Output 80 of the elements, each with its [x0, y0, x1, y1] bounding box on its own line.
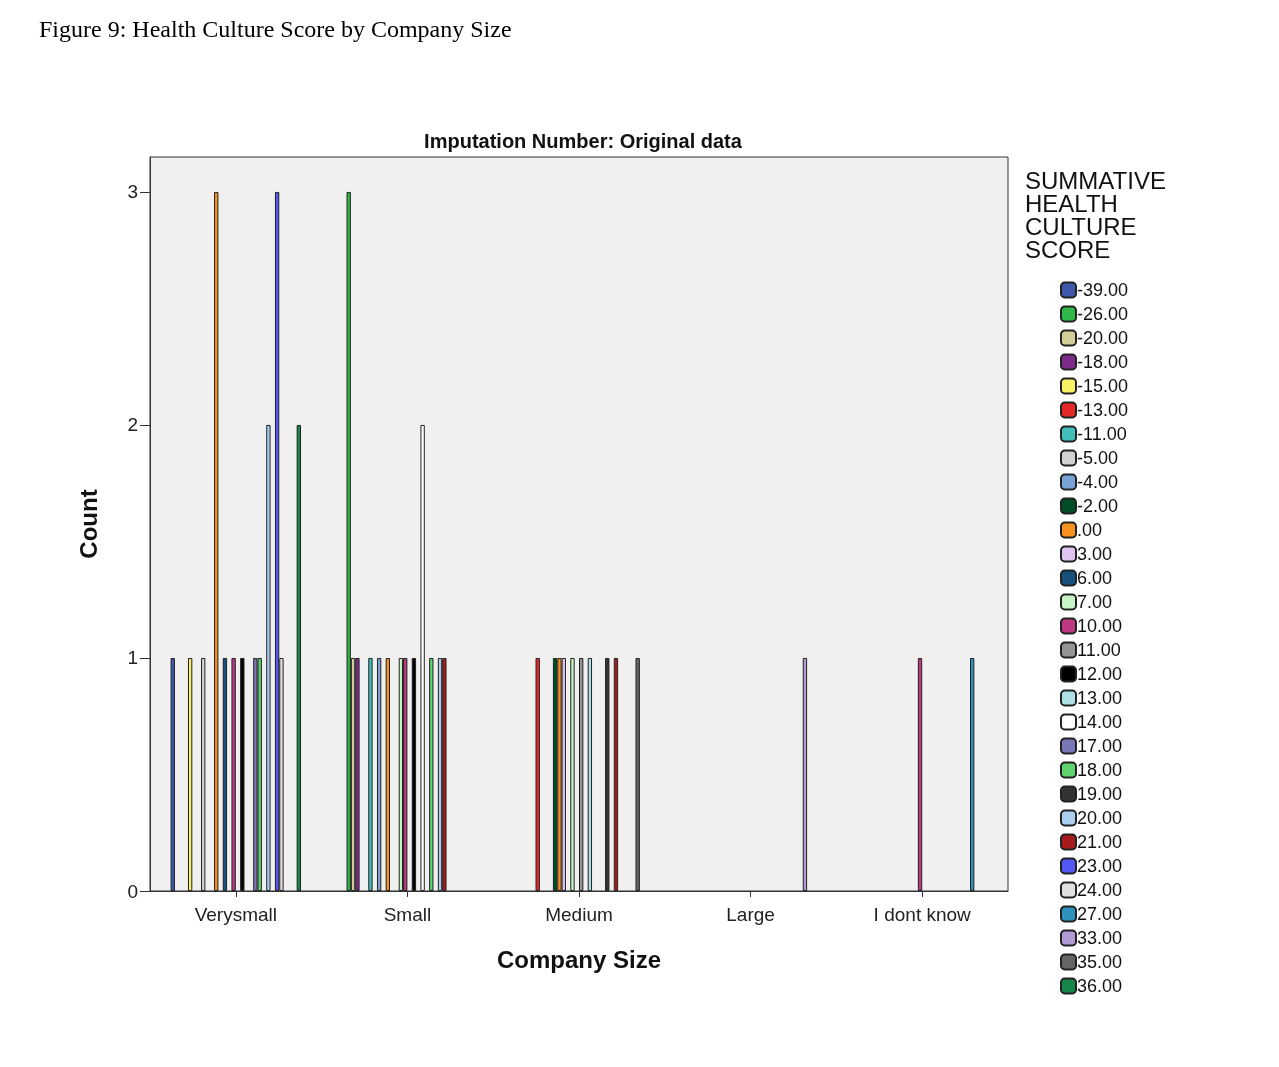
legend-label: 12.00: [1077, 664, 1123, 684]
bar: [970, 657, 975, 891]
legend-label: 33.00: [1077, 928, 1123, 948]
legend-label: -15.00: [1077, 376, 1129, 396]
legend-label: 36.00: [1077, 976, 1123, 996]
bar: [240, 657, 245, 891]
legend-label: 7.00: [1077, 592, 1113, 612]
legend-label: -39.00: [1077, 280, 1129, 300]
legend-label: -11.00: [1077, 424, 1127, 444]
bar: [420, 424, 425, 891]
legend-label: 14.00: [1077, 712, 1123, 732]
x-tick-label: Verysmall: [194, 904, 277, 925]
legend-label: 10.00: [1077, 616, 1123, 636]
legend-label: -2.00: [1077, 496, 1119, 516]
bar: [587, 657, 593, 891]
legend-title: SUMMATIVE HEALTH CULTURE SCORE: [1025, 166, 1166, 263]
legend-label: -26.00: [1077, 304, 1129, 324]
y-tick-label: 3: [127, 181, 138, 203]
y-tick-label: 0: [127, 880, 138, 902]
bar: [561, 657, 566, 891]
legend-label: 13.00: [1077, 688, 1123, 708]
bar: [398, 657, 404, 891]
bar: [411, 657, 417, 891]
legend-label: 24.00: [1077, 880, 1123, 900]
bar: [442, 657, 447, 891]
bar: [376, 657, 382, 891]
bar: [222, 657, 228, 891]
legend-label: -13.00: [1077, 400, 1129, 420]
bar: [346, 191, 351, 891]
legend-label: -18.00: [1077, 352, 1129, 372]
y-tick-label: 2: [127, 414, 138, 436]
bar: [917, 657, 923, 891]
legend-label: 19.00: [1077, 784, 1123, 804]
x-tick-label: Large: [726, 904, 775, 925]
legend-label: 3.00: [1077, 544, 1113, 564]
y-tick-label: 1: [127, 647, 138, 669]
bar: [403, 657, 408, 891]
legend-label: 11.00: [1077, 640, 1121, 660]
bar: [257, 657, 262, 891]
legend-label: -4.00: [1077, 472, 1119, 492]
bar: [231, 657, 236, 891]
legend-label: .00: [1077, 520, 1103, 540]
legend-label: 35.00: [1077, 952, 1123, 972]
x-axis-title: Company Size: [496, 945, 662, 973]
chart-subtitle: Imputation Number: Original data: [424, 130, 743, 152]
bar: [557, 657, 562, 891]
bar: [437, 657, 443, 891]
bar: [570, 657, 575, 891]
bar: [579, 657, 584, 891]
legend-label: 27.00: [1077, 904, 1123, 924]
x-tick-label: I dont know: [873, 904, 972, 925]
bar: [368, 657, 373, 891]
x-tick-label: Medium: [545, 904, 613, 925]
bar: [274, 191, 280, 891]
bar: [296, 424, 302, 891]
y-axis-title: Count: [74, 489, 102, 559]
bar: [552, 657, 558, 891]
legend-label: 18.00: [1077, 760, 1123, 780]
bar: [187, 657, 193, 891]
bar: [253, 657, 258, 891]
bar: [802, 657, 808, 891]
bar: [613, 657, 619, 891]
legend-label: 23.00: [1077, 856, 1123, 876]
bar: [635, 657, 640, 891]
bar: [201, 657, 206, 891]
bar: [214, 191, 219, 891]
legend-label: 21.00: [1077, 832, 1123, 852]
bar: [355, 657, 360, 891]
legend-label: -5.00: [1077, 448, 1119, 468]
legend-label: 17.00: [1077, 736, 1123, 756]
bar: [170, 657, 175, 891]
legend-label: 20.00: [1077, 808, 1123, 828]
legend-label: -20.00: [1077, 328, 1129, 348]
bar: [535, 657, 540, 891]
chart-title: Figure 9: Health Culture Score by Company Size: [39, 16, 512, 42]
bar: [266, 424, 271, 891]
bar: [429, 657, 434, 891]
legend-label: 6.00: [1077, 568, 1113, 588]
x-tick-label: Small: [383, 904, 432, 925]
bar: [385, 657, 391, 891]
